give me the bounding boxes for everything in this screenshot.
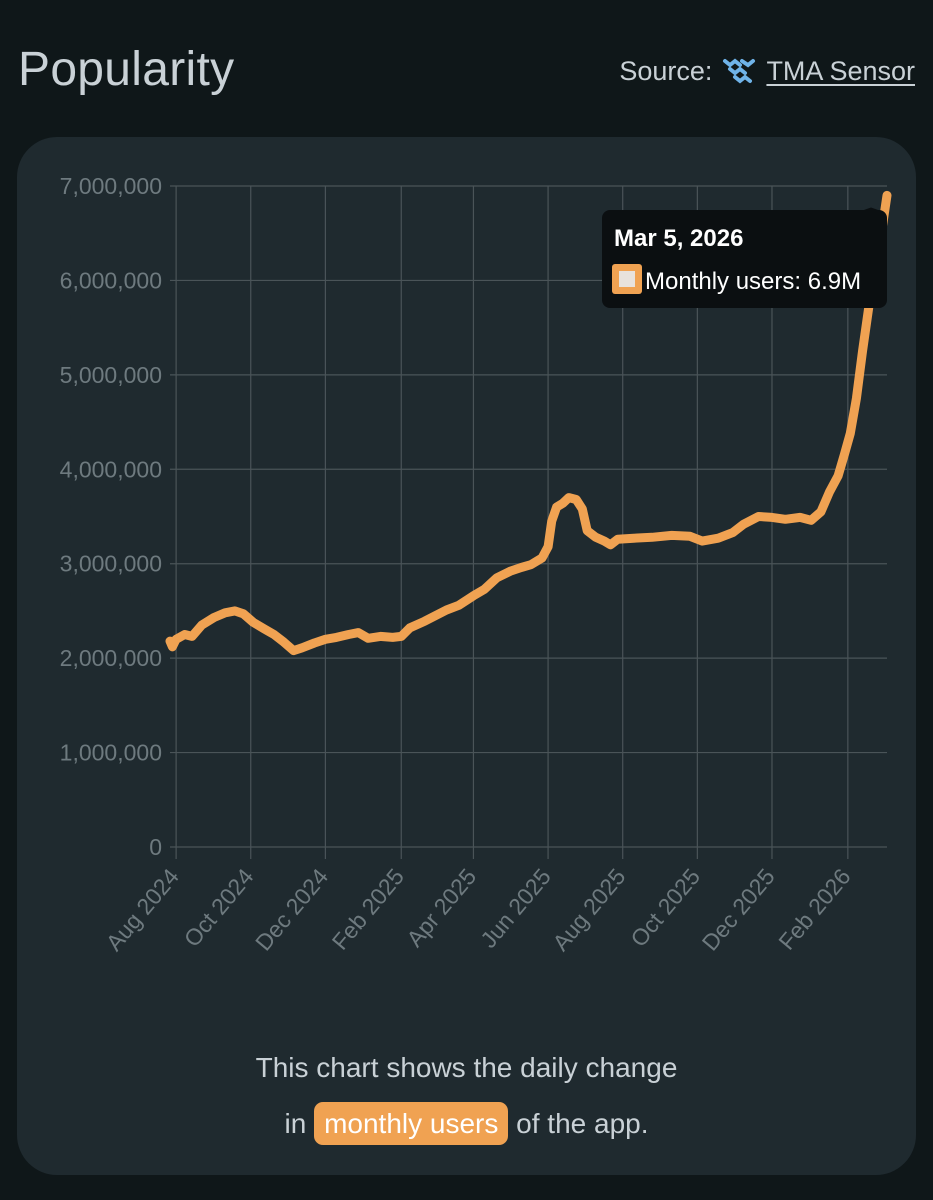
source-attribution: Source: TMA Sensor: [619, 56, 915, 87]
source-link[interactable]: TMA Sensor: [766, 56, 915, 86]
tooltip-box: [602, 210, 887, 308]
y-tick-label: 0: [149, 834, 162, 860]
y-tick-label: 3,000,000: [60, 551, 162, 577]
caption-line-1: This chart shows the daily change: [255, 1052, 678, 1083]
y-tick-label: 2,000,000: [60, 645, 162, 671]
tooltip-date: Mar 5, 2026: [614, 225, 743, 252]
y-tick-label: 4,000,000: [60, 456, 162, 482]
tma-sensor-logo-icon: [722, 57, 756, 87]
x-tick-label: Apr 2025: [401, 864, 481, 952]
source-label: Source:: [619, 56, 713, 86]
x-tick-label: Jun 2025: [475, 864, 556, 953]
y-tick-label: 5,000,000: [60, 362, 162, 388]
y-tick-label: 7,000,000: [60, 173, 162, 199]
x-tick-label: Aug 2025: [547, 864, 630, 956]
y-axis-ticks: 0 1,000,000 2,000,000 3,000,000 4,000,000 5,0…: [60, 173, 162, 860]
page-title: Popularity: [18, 43, 235, 96]
chart-caption: This chart shows the daily change in mon…: [0, 1040, 933, 1152]
tooltip: Mar 5, 2026 Monthly users: 6.9M: [602, 207, 887, 308]
x-tick-label: Oct 2025: [625, 864, 705, 952]
x-tick-label: Dec 2025: [697, 864, 780, 956]
caption-prefix: in: [284, 1108, 307, 1139]
caption-suffix: of the app.: [516, 1108, 649, 1139]
x-tick-label: Feb 2025: [327, 864, 409, 955]
x-tick-label: Oct 2024: [179, 863, 259, 951]
chart-card: [17, 137, 916, 1175]
series-line-monthly-users[interactable]: [165, 190, 892, 656]
x-tick-label: Dec 2024: [250, 863, 333, 955]
caption-line-2: in monthly users of the app.: [0, 1096, 933, 1152]
y-tick-label: 1,000,000: [60, 740, 162, 766]
y-tick-label: 6,000,000: [60, 267, 162, 293]
tooltip-swatch-inner: [619, 271, 635, 287]
caption-highlight-badge: monthly users: [314, 1102, 509, 1145]
x-tick-label: Feb 2026: [773, 864, 855, 955]
tooltip-label: Monthly users: 6.9M: [645, 268, 861, 295]
x-tick-label: Aug 2024: [101, 863, 184, 955]
header: Popularity Source: TMA Sensor: [0, 0, 933, 130]
